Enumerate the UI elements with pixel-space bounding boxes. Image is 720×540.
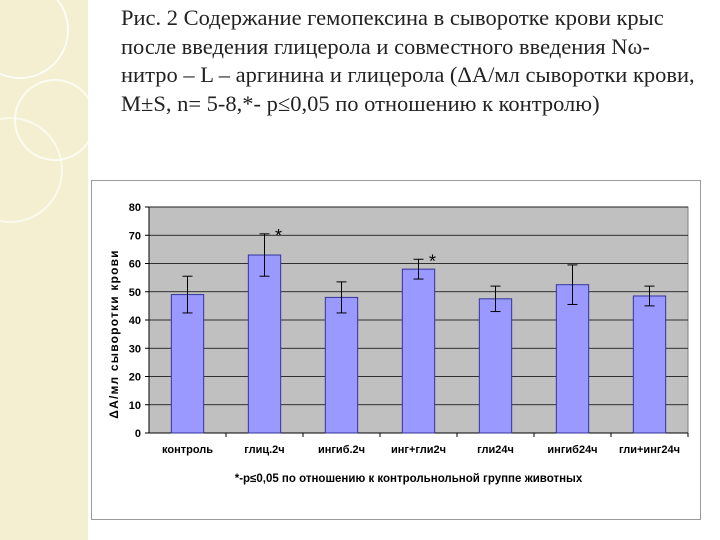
bar: [479, 299, 511, 433]
y-tick-label: 20: [129, 372, 141, 384]
x-tick-label: ингиб24ч: [547, 444, 597, 456]
decorative-side-panel: [0, 0, 88, 540]
x-tick-label: контроль: [162, 444, 213, 456]
slide-title: Рис. 2 Содержание гемопексина в сыворотк…: [121, 4, 706, 118]
bar: [171, 295, 203, 433]
significance-asterisk: *: [275, 226, 282, 246]
bar: [325, 297, 357, 433]
y-axis-label: ΔА/мл сыворотки крови: [107, 249, 121, 419]
y-tick-label: 60: [129, 259, 141, 271]
y-tick-label: 50: [129, 287, 141, 299]
bar-chart: 0 10 20 30 40 50 60 70 80 контроль глиц.2ч * ингиб.2…: [92, 181, 700, 519]
x-tick-label: ингиб.2ч: [318, 444, 365, 456]
significance-asterisk: *: [429, 251, 436, 271]
y-tick-label: 40: [129, 315, 141, 327]
x-tick-label: инг+гли2ч: [391, 444, 446, 456]
x-tick-label: гли+инг24ч: [619, 444, 680, 456]
y-tick-label: 0: [135, 428, 141, 440]
bar: [248, 255, 280, 433]
bar: [633, 296, 665, 433]
y-tick-label: 30: [129, 343, 141, 355]
bar: [402, 269, 434, 433]
bar: [556, 285, 588, 433]
y-tick-label: 80: [129, 202, 141, 214]
decorative-circles: [0, 0, 88, 540]
x-tick-label: гли24ч: [477, 444, 514, 456]
y-tick-label: 10: [129, 400, 141, 412]
x-axis-label: *-p≤0,05 по отношению к контрольнольной …: [235, 473, 583, 485]
y-tick-label: 70: [129, 230, 141, 242]
chart-frame: 0 10 20 30 40 50 60 70 80 контроль глиц.2ч * ингиб.2…: [91, 180, 701, 520]
x-tick-label: глиц.2ч: [244, 444, 284, 456]
